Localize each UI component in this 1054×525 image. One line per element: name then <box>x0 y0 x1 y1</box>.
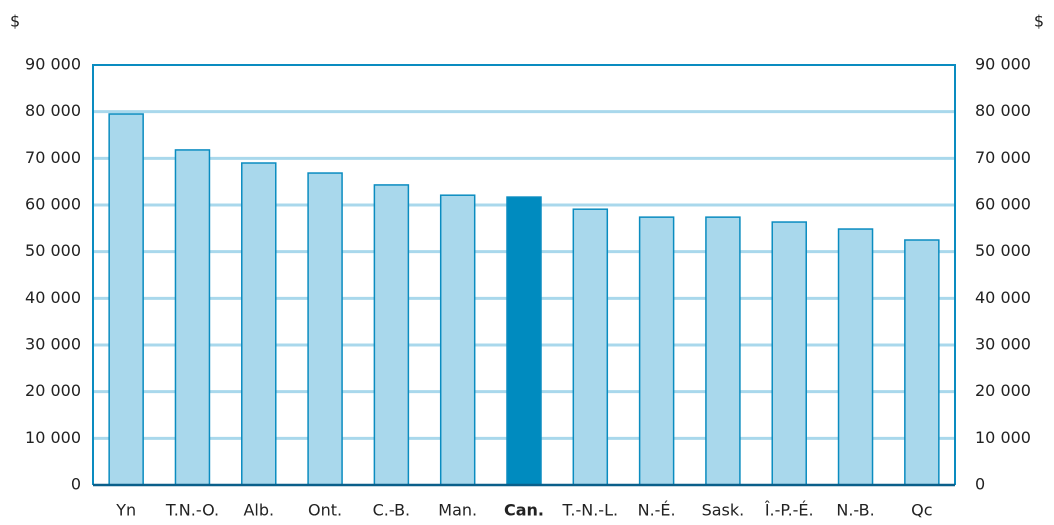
y2-tick-label: 30 000 <box>975 335 1031 354</box>
y2-tick-label: 60 000 <box>975 195 1031 214</box>
y2-tick-label: 20 000 <box>975 381 1031 400</box>
bar <box>572 208 609 486</box>
y-tick-label: 90 000 <box>25 55 81 74</box>
bar <box>638 216 675 486</box>
bar <box>439 194 476 486</box>
bar <box>373 184 410 486</box>
plot-frame <box>92 64 956 485</box>
x-tick-label: T.N.-O. <box>165 501 219 520</box>
y2-tick-label: 10 000 <box>975 428 1031 447</box>
y2-tick-label: 40 000 <box>975 288 1031 307</box>
bar <box>837 228 874 486</box>
x-tick-label: Alb. <box>243 501 274 520</box>
y-tick-label: 0 <box>71 475 81 494</box>
y-tick-label: 60 000 <box>25 195 81 214</box>
x-tick-label: N.-É. <box>638 501 676 520</box>
x-tick-label: Ont. <box>308 501 342 520</box>
y2-tick-label: 50 000 <box>975 241 1031 260</box>
x-tick-label: Î.-P.-É. <box>764 501 814 520</box>
y-tick-label: 70 000 <box>25 148 81 167</box>
x-tick-label: Can. <box>504 501 544 520</box>
y-tick-label: 50 000 <box>25 241 81 260</box>
x-tick-label: Qc <box>911 501 932 520</box>
x-tick-label: Man. <box>438 501 477 520</box>
y-tick-label: 40 000 <box>25 288 81 307</box>
y-tick-label: 10 000 <box>25 428 81 447</box>
x-tick-label: Yn <box>115 501 136 520</box>
x-tick-label: Sask. <box>702 501 745 520</box>
bar <box>108 113 144 486</box>
x-tick-label: T.-N.-L. <box>562 501 619 520</box>
y2-unit: $ <box>1034 12 1044 31</box>
bar <box>241 162 277 486</box>
y2-tick-label: 0 <box>975 475 985 494</box>
x-tick-label: N.-B. <box>836 501 874 520</box>
y-tick-label: 20 000 <box>25 381 81 400</box>
y-tick-label: 30 000 <box>25 335 81 354</box>
x-tick-label: C.-B. <box>373 501 411 520</box>
y-unit: $ <box>10 12 20 31</box>
bar <box>705 216 741 486</box>
y2-tick-label: 70 000 <box>975 148 1031 167</box>
bar <box>506 196 542 486</box>
y2-tick-label: 80 000 <box>975 101 1031 120</box>
bar <box>307 172 343 486</box>
y-tick-label: 80 000 <box>25 101 81 120</box>
bar <box>904 239 940 486</box>
bar <box>771 221 807 486</box>
y2-tick-label: 90 000 <box>975 55 1031 74</box>
bar <box>174 149 211 486</box>
